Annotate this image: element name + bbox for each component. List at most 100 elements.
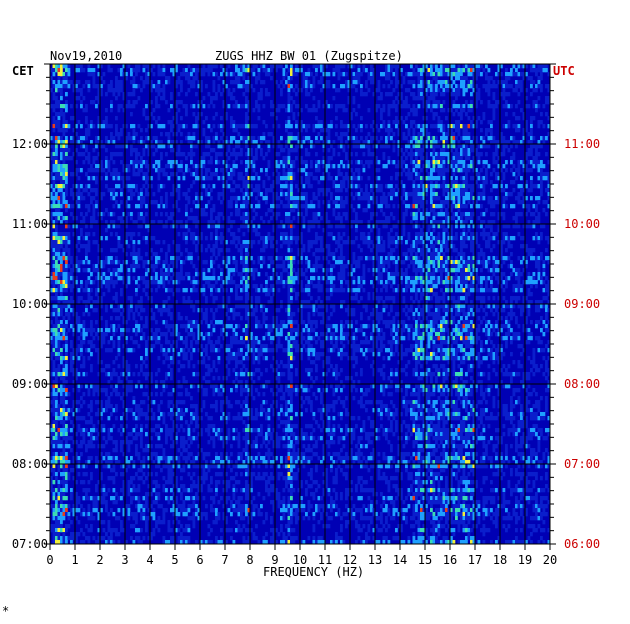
heatmap-cell xyxy=(72,128,76,133)
heatmap-cell xyxy=(72,216,76,221)
heatmap-cell xyxy=(82,216,86,221)
heatmap-cell xyxy=(137,96,141,101)
heatmap-cell xyxy=(117,92,121,97)
heatmap-cell xyxy=(327,252,331,257)
heatmap-cell xyxy=(492,116,496,121)
heatmap-cell xyxy=(297,132,301,137)
heatmap-cell xyxy=(397,132,401,137)
heatmap-cell xyxy=(50,136,53,141)
heatmap-cell xyxy=(380,108,383,113)
heatmap-cell xyxy=(75,192,78,197)
heatmap-cell xyxy=(545,248,548,253)
heatmap-cell xyxy=(247,180,251,185)
heatmap-cell xyxy=(372,80,376,85)
heatmap-cell xyxy=(480,64,483,69)
heatmap-cell xyxy=(532,68,536,73)
heatmap-cell xyxy=(500,184,503,189)
heatmap-cell xyxy=(50,88,53,93)
heatmap-cell xyxy=(435,280,438,285)
heatmap-cell xyxy=(250,152,253,157)
heatmap-cell xyxy=(212,244,216,249)
heatmap-cell xyxy=(307,92,311,97)
heatmap-cell xyxy=(92,84,96,89)
heatmap-cell xyxy=(212,272,216,277)
heatmap-cell xyxy=(447,276,451,281)
heatmap-cell xyxy=(360,176,363,181)
heatmap-cell xyxy=(75,260,78,265)
heatmap-cell xyxy=(285,256,288,261)
heatmap-cell xyxy=(185,192,188,197)
heatmap-cell xyxy=(155,120,158,125)
heatmap-cell xyxy=(432,76,436,81)
heatmap-cell xyxy=(60,188,63,193)
heatmap-cell xyxy=(255,156,258,161)
heatmap-cell xyxy=(437,264,441,269)
heatmap-cell xyxy=(315,196,318,201)
heatmap-cell xyxy=(150,220,153,225)
heatmap-cell xyxy=(487,104,491,109)
heatmap-cell xyxy=(442,108,446,113)
heatmap-cell xyxy=(215,228,218,233)
heatmap-cell xyxy=(435,84,438,89)
heatmap-cell xyxy=(455,92,458,97)
heatmap-cell xyxy=(435,136,438,141)
heatmap-cell xyxy=(65,64,68,69)
heatmap-cell xyxy=(310,140,313,145)
heatmap-cell xyxy=(340,180,343,185)
heatmap-cell xyxy=(150,276,153,281)
heatmap-cell xyxy=(307,136,311,141)
heatmap-cell xyxy=(290,68,293,73)
heatmap-cell xyxy=(365,256,368,261)
heatmap-cell xyxy=(500,80,503,85)
heatmap-cell xyxy=(145,236,148,241)
heatmap-cell xyxy=(287,212,291,217)
heatmap-cell xyxy=(112,136,116,141)
heatmap-cell xyxy=(440,120,443,125)
heatmap-cell xyxy=(315,124,318,129)
heatmap-cell xyxy=(165,192,168,197)
heatmap-cell xyxy=(392,240,396,245)
heatmap-cell xyxy=(207,184,211,189)
heatmap-cell xyxy=(195,248,198,253)
heatmap-cell xyxy=(185,92,188,97)
heatmap-cell xyxy=(167,216,171,221)
heatmap-cell xyxy=(72,88,76,93)
heatmap-cell xyxy=(255,104,258,109)
heatmap-cell xyxy=(95,240,98,245)
heatmap-cell xyxy=(50,212,53,217)
heatmap-cell xyxy=(82,144,86,149)
heatmap-cell xyxy=(335,104,338,109)
heatmap-cell xyxy=(312,124,316,129)
heatmap-cell xyxy=(195,176,198,181)
heatmap-cell xyxy=(305,256,308,261)
heatmap-cell xyxy=(145,164,148,169)
heatmap-cell xyxy=(447,268,451,273)
heatmap-cell xyxy=(187,76,191,81)
heatmap-cell xyxy=(60,268,63,273)
heatmap-cell xyxy=(117,68,121,73)
heatmap-cell xyxy=(200,160,203,165)
heatmap-cell xyxy=(290,228,293,233)
heatmap-cell xyxy=(95,200,98,205)
heatmap-cell xyxy=(500,276,503,281)
heatmap-cell xyxy=(462,268,466,273)
heatmap-cell xyxy=(107,168,111,173)
heatmap-cell xyxy=(412,168,416,173)
heatmap-cell xyxy=(327,224,331,229)
heatmap-cell xyxy=(95,220,98,225)
heatmap-cell xyxy=(505,224,508,229)
heatmap-cell xyxy=(62,196,66,201)
heatmap-cell xyxy=(535,236,538,241)
heatmap-cell xyxy=(210,148,213,153)
heatmap-cell xyxy=(415,140,418,145)
heatmap-cell xyxy=(415,280,418,285)
heatmap-cell xyxy=(257,256,261,261)
heatmap-cell xyxy=(262,132,266,137)
heatmap-cell xyxy=(365,240,368,245)
heatmap-cell xyxy=(255,124,258,129)
heatmap-cell xyxy=(482,228,486,233)
heatmap-cell xyxy=(197,200,201,205)
heatmap-cell xyxy=(60,176,63,181)
heatmap-cell xyxy=(490,236,493,241)
heatmap-cell xyxy=(175,220,178,225)
